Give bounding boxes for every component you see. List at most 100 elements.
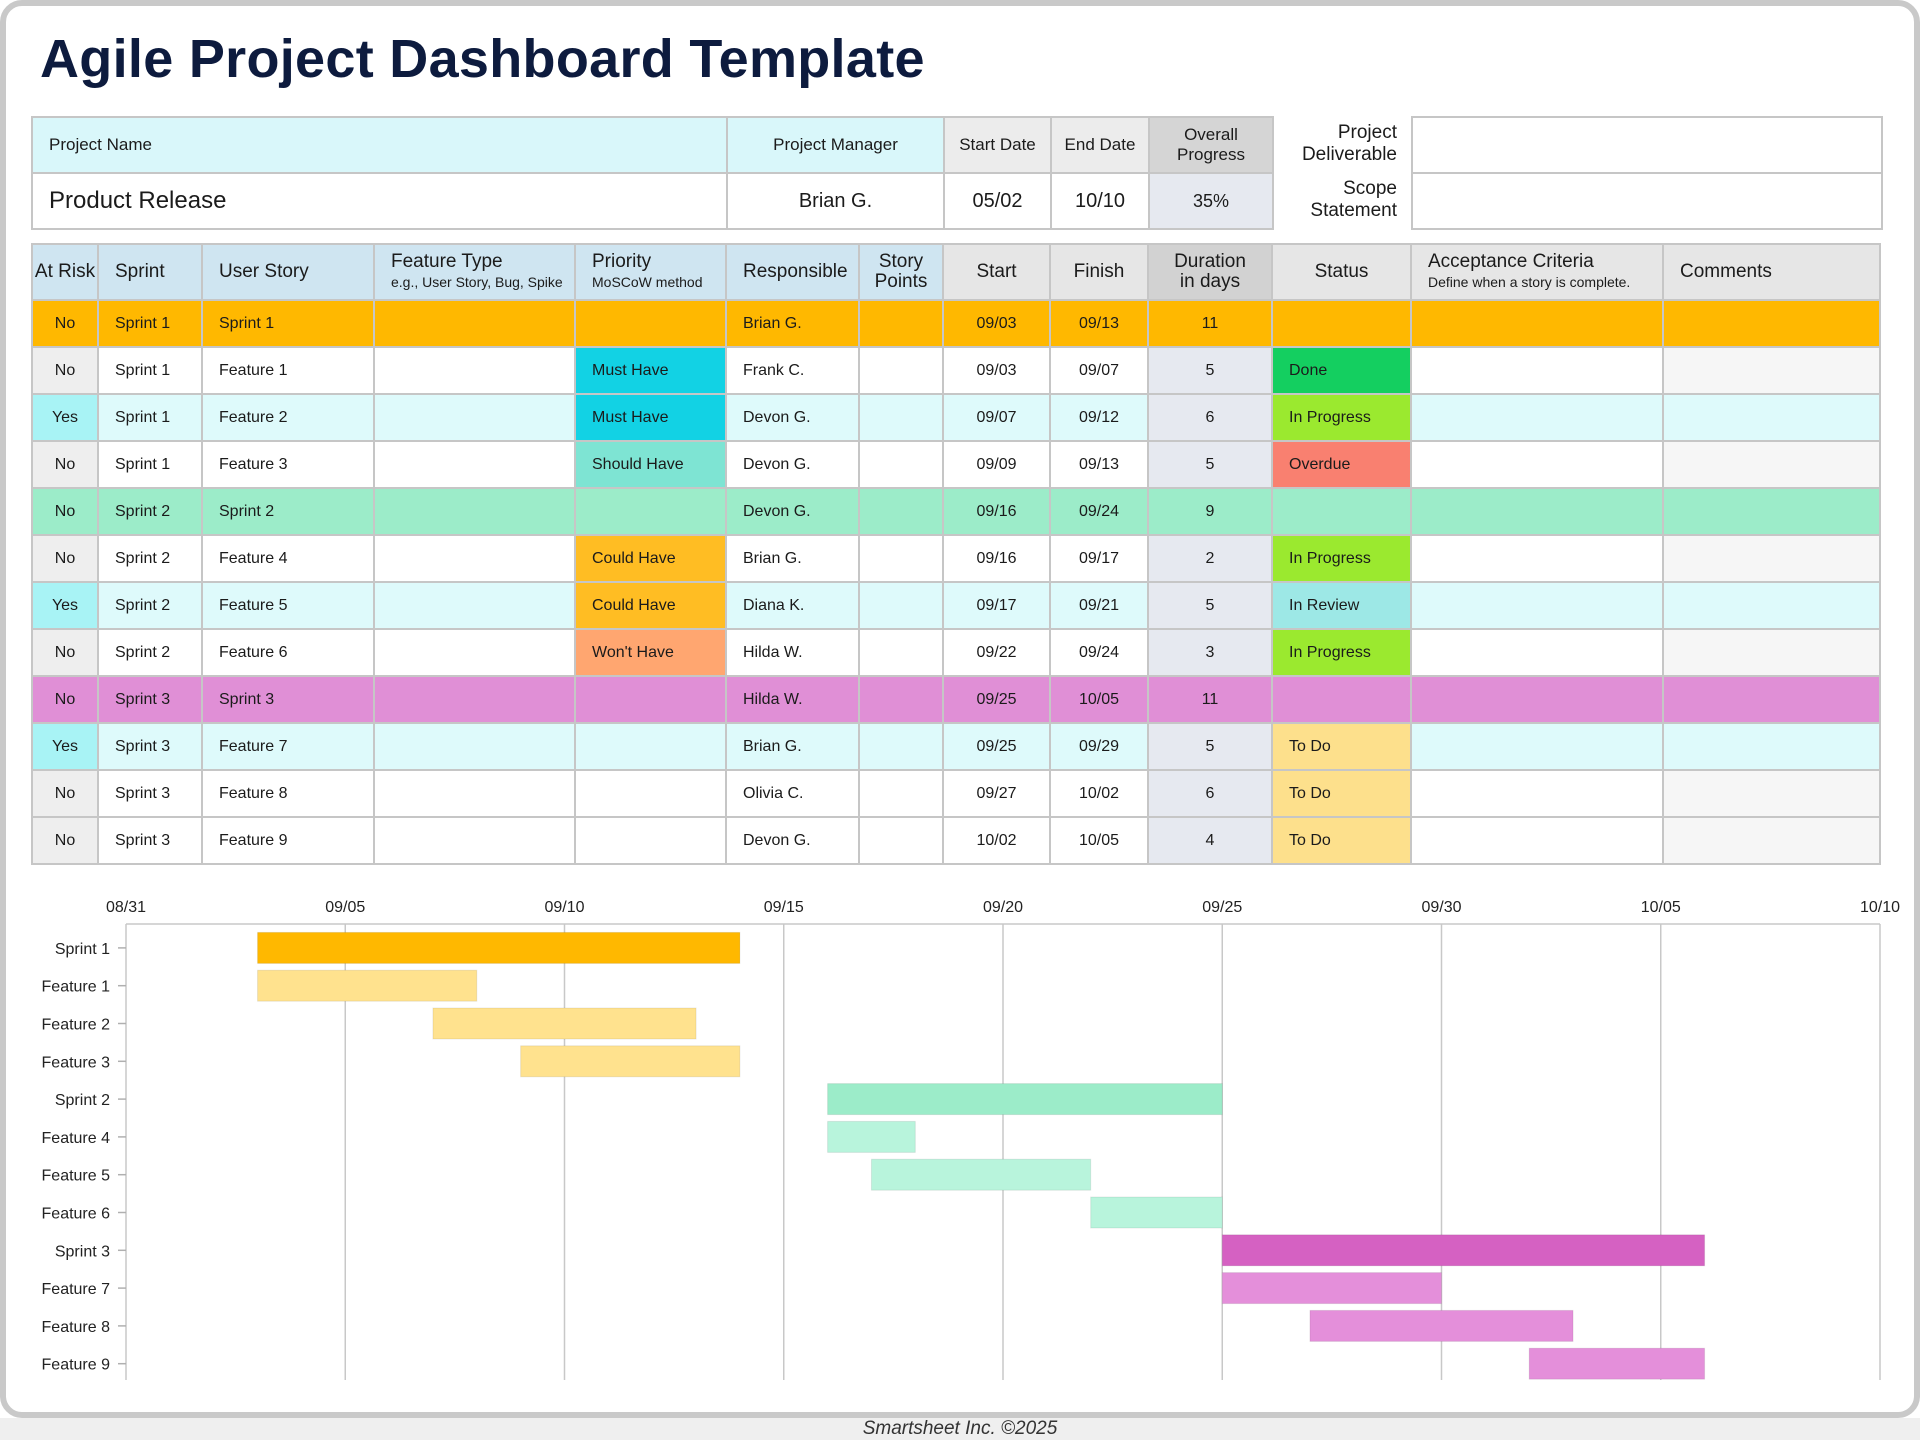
priority-cell[interactable]: Could Have: [574, 581, 727, 630]
table-row[interactable]: No Sprint 3 Feature 9 Devon G. 10/02 10/05 4 To…: [31, 816, 1881, 865]
acceptance-cell[interactable]: [1410, 534, 1664, 583]
finish-cell[interactable]: 09/17: [1049, 534, 1149, 583]
sprint-cell[interactable]: Sprint 2: [97, 581, 203, 630]
responsible-cell[interactable]: Devon G.: [725, 487, 860, 536]
priority-cell[interactable]: [574, 769, 727, 818]
responsible-cell[interactable]: Hilda W.: [725, 628, 860, 677]
start-cell[interactable]: 09/22: [942, 628, 1051, 677]
project-manager-value[interactable]: Brian G.: [726, 172, 945, 230]
story-points-cell[interactable]: [858, 675, 944, 724]
at-risk-cell[interactable]: Yes: [31, 581, 99, 630]
finish-cell[interactable]: 09/29: [1049, 722, 1149, 771]
story-points-cell[interactable]: [858, 769, 944, 818]
start-cell[interactable]: 09/03: [942, 346, 1051, 395]
at-risk-cell[interactable]: No: [31, 675, 99, 724]
start-cell[interactable]: 09/27: [942, 769, 1051, 818]
user-story-cell[interactable]: Feature 5: [201, 581, 375, 630]
feature-type-cell[interactable]: [373, 346, 576, 395]
acceptance-cell[interactable]: [1410, 346, 1664, 395]
finish-cell[interactable]: 10/05: [1049, 816, 1149, 865]
priority-cell[interactable]: Must Have: [574, 393, 727, 442]
sprint-cell[interactable]: Sprint 1: [97, 393, 203, 442]
user-story-cell[interactable]: Feature 8: [201, 769, 375, 818]
status-cell[interactable]: In Review: [1271, 581, 1412, 630]
story-points-cell[interactable]: [858, 440, 944, 489]
status-cell[interactable]: [1271, 299, 1412, 348]
status-cell[interactable]: To Do: [1271, 769, 1412, 818]
comments-cell[interactable]: [1662, 440, 1881, 489]
story-points-cell[interactable]: [858, 346, 944, 395]
feature-type-cell[interactable]: [373, 440, 576, 489]
responsible-cell[interactable]: Diana K.: [725, 581, 860, 630]
start-cell[interactable]: 09/07: [942, 393, 1051, 442]
comments-cell[interactable]: [1662, 769, 1881, 818]
story-points-cell[interactable]: [858, 487, 944, 536]
acceptance-cell[interactable]: [1410, 675, 1664, 724]
start-cell[interactable]: 09/16: [942, 534, 1051, 583]
sprint-cell[interactable]: Sprint 2: [97, 534, 203, 583]
feature-type-cell[interactable]: [373, 816, 576, 865]
sprint-cell[interactable]: Sprint 1: [97, 299, 203, 348]
feature-type-cell[interactable]: [373, 581, 576, 630]
priority-cell[interactable]: [574, 722, 727, 771]
user-story-cell[interactable]: Sprint 1: [201, 299, 375, 348]
story-points-cell[interactable]: [858, 581, 944, 630]
start-cell[interactable]: 09/09: [942, 440, 1051, 489]
story-points-cell[interactable]: [858, 816, 944, 865]
acceptance-cell[interactable]: [1410, 299, 1664, 348]
story-points-cell[interactable]: [858, 722, 944, 771]
sprint-cell[interactable]: Sprint 3: [97, 722, 203, 771]
at-risk-cell[interactable]: No: [31, 816, 99, 865]
user-story-cell[interactable]: Sprint 3: [201, 675, 375, 724]
finish-cell[interactable]: 09/12: [1049, 393, 1149, 442]
user-story-cell[interactable]: Feature 2: [201, 393, 375, 442]
acceptance-cell[interactable]: [1410, 393, 1664, 442]
sprint-cell[interactable]: Sprint 1: [97, 346, 203, 395]
user-story-cell[interactable]: Feature 6: [201, 628, 375, 677]
priority-cell[interactable]: Should Have: [574, 440, 727, 489]
sprint-cell[interactable]: Sprint 3: [97, 816, 203, 865]
feature-type-cell[interactable]: [373, 487, 576, 536]
priority-cell[interactable]: [574, 299, 727, 348]
story-points-cell[interactable]: [858, 628, 944, 677]
priority-cell[interactable]: Could Have: [574, 534, 727, 583]
comments-cell[interactable]: [1662, 346, 1881, 395]
acceptance-cell[interactable]: [1410, 816, 1664, 865]
table-row[interactable]: Yes Sprint 2 Feature 5 Could Have Diana K. 09…: [31, 581, 1881, 630]
table-row[interactable]: Yes Sprint 3 Feature 7 Brian G. 09/25 09/29 5 T…: [31, 722, 1881, 771]
project-deliverable-value[interactable]: [1411, 116, 1883, 174]
story-points-cell[interactable]: [858, 299, 944, 348]
sprint-cell[interactable]: Sprint 2: [97, 487, 203, 536]
comments-cell[interactable]: [1662, 581, 1881, 630]
comments-cell[interactable]: [1662, 722, 1881, 771]
at-risk-cell[interactable]: No: [31, 299, 99, 348]
feature-type-cell[interactable]: [373, 393, 576, 442]
status-cell[interactable]: To Do: [1271, 816, 1412, 865]
table-row[interactable]: No Sprint 2 Feature 4 Could Have Brian G. 09/…: [31, 534, 1881, 583]
at-risk-cell[interactable]: Yes: [31, 722, 99, 771]
end-date-value[interactable]: 10/10: [1050, 172, 1150, 230]
status-cell[interactable]: [1271, 675, 1412, 724]
table-row[interactable]: No Sprint 2 Feature 6 Won't Have Hilda W. 09/…: [31, 628, 1881, 677]
comments-cell[interactable]: [1662, 675, 1881, 724]
project-name-value[interactable]: Product Release: [31, 172, 728, 230]
comments-cell[interactable]: [1662, 393, 1881, 442]
at-risk-cell[interactable]: No: [31, 346, 99, 395]
finish-cell[interactable]: 09/24: [1049, 628, 1149, 677]
feature-type-cell[interactable]: [373, 534, 576, 583]
at-risk-cell[interactable]: No: [31, 628, 99, 677]
acceptance-cell[interactable]: [1410, 440, 1664, 489]
responsible-cell[interactable]: Olivia C.: [725, 769, 860, 818]
at-risk-cell[interactable]: No: [31, 440, 99, 489]
sprint-row[interactable]: No Sprint 3 Sprint 3 Hilda W. 09/25 10/05 11: [31, 675, 1881, 724]
table-row[interactable]: No Sprint 1 Feature 3 Should Have Devon G. 09…: [31, 440, 1881, 489]
user-story-cell[interactable]: Feature 4: [201, 534, 375, 583]
start-cell[interactable]: 09/17: [942, 581, 1051, 630]
acceptance-cell[interactable]: [1410, 628, 1664, 677]
priority-cell[interactable]: [574, 816, 727, 865]
sprint-cell[interactable]: Sprint 2: [97, 628, 203, 677]
status-cell[interactable]: In Progress: [1271, 628, 1412, 677]
start-date-value[interactable]: 05/02: [943, 172, 1052, 230]
start-cell[interactable]: 09/03: [942, 299, 1051, 348]
responsible-cell[interactable]: Hilda W.: [725, 675, 860, 724]
